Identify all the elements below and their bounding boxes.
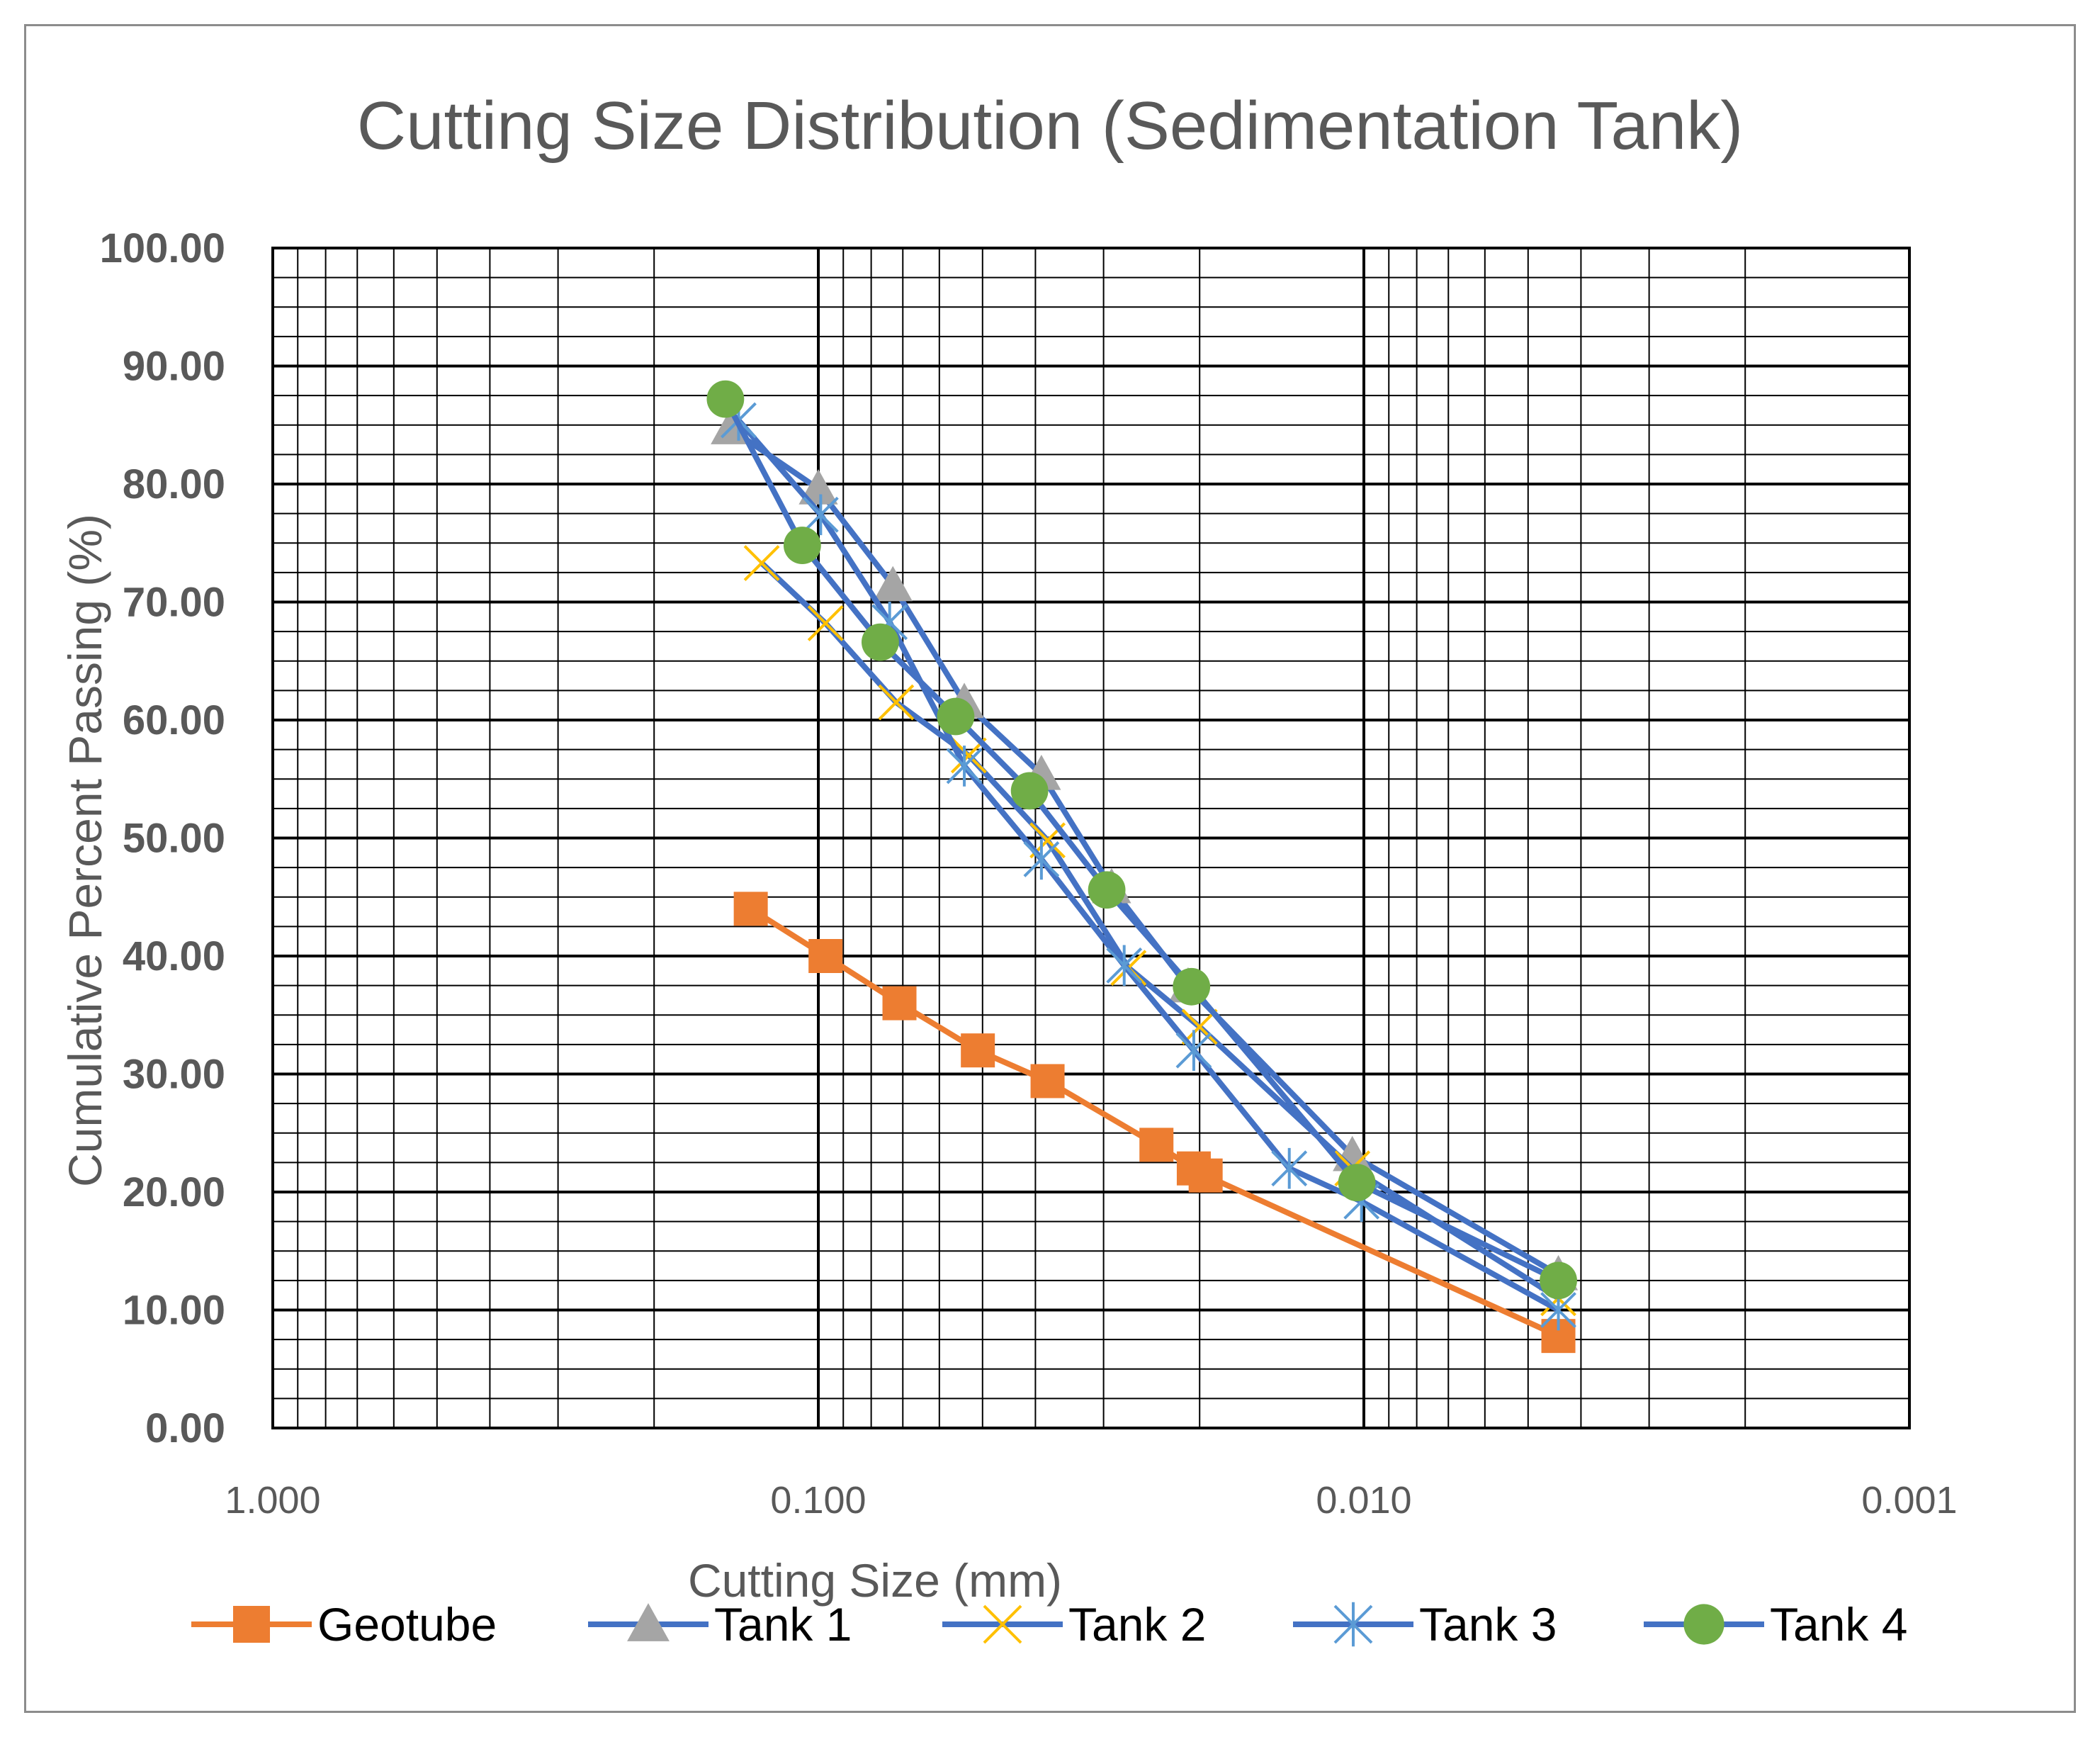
data-point-marker [743, 545, 780, 581]
data-point-marker [946, 746, 983, 787]
series-layer [706, 380, 1579, 1354]
y-tick-label: 70.00 [123, 580, 225, 626]
data-point-marker [937, 697, 975, 736]
y-tick-label: 20.00 [123, 1169, 225, 1215]
legend-marker [1333, 1602, 1373, 1647]
data-point-marker [1540, 1261, 1577, 1300]
data-point-marker [882, 986, 917, 1021]
x-tick-label: 0.100 [770, 1479, 866, 1522]
legend-label: Geotube [317, 1598, 497, 1651]
legend-label: Tank 4 [1770, 1598, 1907, 1651]
series-geotube [733, 892, 1576, 1354]
y-tick-label: 30.00 [123, 1052, 225, 1098]
legend-item: Tank 2 [942, 1598, 1206, 1651]
data-point-marker [1271, 1147, 1308, 1189]
data-point-marker [873, 566, 913, 602]
legend-marker [233, 1606, 270, 1643]
data-point-marker [733, 892, 768, 926]
data-point-marker [807, 605, 844, 641]
legend-marker [983, 1604, 1022, 1644]
data-point-marker [802, 494, 839, 536]
data-point-marker [1023, 838, 1060, 880]
legend-item: Geotube [191, 1598, 497, 1651]
legend-item: Tank 1 [588, 1598, 852, 1651]
data-point-marker [798, 469, 838, 505]
legend-label: Tank 2 [1068, 1598, 1206, 1651]
data-point-marker [706, 380, 745, 418]
x-axis-label: Cutting Size (mm) [688, 1554, 1062, 1607]
data-point-marker [1188, 1158, 1223, 1193]
data-point-marker [1181, 1008, 1218, 1045]
series-tank-4 [706, 380, 1577, 1300]
y-tick-label: 0.00 [145, 1405, 225, 1451]
legend-marker [1683, 1604, 1724, 1645]
series-line [736, 418, 1560, 1313]
y-axis-label: Cumulative Percent Passing (%) [59, 514, 111, 1187]
legend-label: Tank 3 [1419, 1598, 1557, 1651]
y-tick-label: 50.00 [123, 816, 225, 862]
data-point-marker [808, 939, 843, 973]
grid-layer [271, 247, 1911, 1429]
data-point-marker [1030, 1064, 1065, 1098]
legend-marker [627, 1603, 670, 1641]
data-point-marker [783, 527, 821, 564]
data-point-marker [961, 1033, 995, 1068]
data-point-marker [1010, 772, 1049, 810]
data-point-marker [1139, 1128, 1174, 1162]
y-tick-label: 10.00 [123, 1288, 225, 1334]
chart-title: Cutting Size Distribution (Sedimentation… [357, 88, 1744, 164]
y-tick-label: 40.00 [123, 933, 225, 979]
data-point-marker [1088, 871, 1126, 909]
tick-layer: 0.0010.0020.0030.0040.0050.0060.0070.008… [100, 225, 1958, 1522]
data-point-marker [862, 623, 899, 661]
data-point-marker [1338, 1164, 1376, 1202]
y-tick-label: 80.00 [123, 461, 225, 507]
plot-border [271, 247, 1911, 1429]
legend-item: Tank 3 [1293, 1598, 1557, 1651]
legend-item: Tank 4 [1644, 1598, 1907, 1651]
x-tick-label: 1.000 [225, 1479, 320, 1522]
y-tick-label: 90.00 [123, 344, 225, 390]
series-line [760, 561, 1560, 1301]
data-point-marker [1173, 967, 1211, 1006]
x-tick-label: 0.001 [1861, 1479, 1957, 1522]
legend-label: Tank 1 [714, 1598, 852, 1651]
y-tick-label: 100.00 [100, 225, 225, 271]
y-tick-label: 60.00 [123, 697, 225, 743]
data-point-marker [1175, 1030, 1212, 1071]
data-point-marker [1106, 945, 1143, 986]
data-point-marker [711, 409, 750, 444]
x-tick-label: 0.010 [1316, 1479, 1411, 1522]
data-point-marker [878, 684, 915, 721]
legend: Geotube Tank 1 Tank 2 Tank 3 Tank 4 [191, 1598, 1907, 1651]
